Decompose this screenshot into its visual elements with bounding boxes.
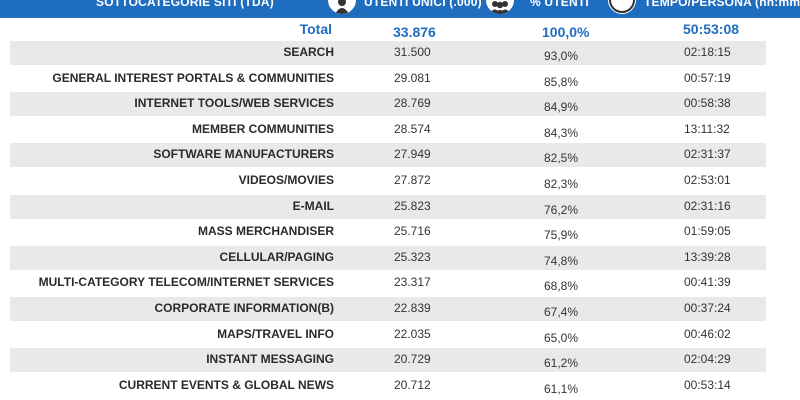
row-time: 02:31:16 xyxy=(684,198,731,213)
total-pct: 100,0% xyxy=(542,24,590,40)
row-time: 02:53:01 xyxy=(684,172,731,187)
row-category: E-MAIL xyxy=(292,198,334,213)
table-row: MAPS/TRAVEL INFO 22.035 65,0% 00:46:02 xyxy=(0,322,800,348)
total-row: Total 33.876 100,0% 50:53:08 xyxy=(0,20,800,42)
row-pct: 61,2% xyxy=(544,356,579,371)
table-row: VIDEOS/MOVIES 27.872 82,3% 02:53:01 xyxy=(0,168,800,194)
row-pct: 84,9% xyxy=(544,100,579,115)
row-time: 13:39:28 xyxy=(684,249,731,264)
table-row: CORPORATE INFORMATION(B) 22.839 67,4% 00:37… xyxy=(0,296,800,322)
table-header: SOTTOCATEGORIE SITI (TDA) UTENTI UNICI (… xyxy=(0,0,800,18)
row-time: 00:37:24 xyxy=(684,300,731,315)
row-category: SOFTWARE MANUFACTURERS xyxy=(153,147,334,162)
table-row: E-MAIL 25.823 76,2% 02:31:16 xyxy=(0,194,800,220)
total-time: 50:53:08 xyxy=(683,21,740,37)
row-pct: 74,8% xyxy=(544,253,579,268)
row-users: 25.323 xyxy=(394,249,431,264)
table-row: GENERAL INTEREST PORTALS & COMMUNITIES 29… xyxy=(0,66,800,92)
table-row: MULTI-CATEGORY TELECOM/INTERNET SERVICES… xyxy=(0,270,800,296)
row-time: 02:18:15 xyxy=(684,45,731,59)
row-users: 25.716 xyxy=(394,224,431,239)
header-users: UTENTI UNICI (.000) xyxy=(364,0,482,9)
row-category: MULTI-CATEGORY TELECOM/INTERNET SERVICES xyxy=(38,275,334,290)
row-category: VIDEOS/MOVIES xyxy=(238,172,334,187)
table-row: MEMBER COMMUNITIES 28.574 84,3% 13:11:32 xyxy=(0,117,800,143)
row-time: 02:04:29 xyxy=(684,352,731,367)
total-label: Total xyxy=(299,21,332,37)
row-time: 01:59:05 xyxy=(684,224,731,239)
header-category: SOTTOCATEGORIE SITI (TDA) xyxy=(96,0,274,9)
row-pct: 61,1% xyxy=(544,381,579,396)
row-users: 28.574 xyxy=(394,121,431,136)
table-body: SEARCH 31.500 93,0% 02:18:15 GENERAL INTERES… xyxy=(0,40,800,398)
row-category: MAPS/TRAVEL INFO xyxy=(217,326,334,341)
row-users: 27.949 xyxy=(394,147,431,162)
row-pct: 93,0% xyxy=(544,49,579,63)
row-users: 31.500 xyxy=(394,45,431,59)
table-row: MASS MERCHANDISER 25.716 75,9% 01:59:05 xyxy=(0,219,800,245)
row-time: 00:58:38 xyxy=(684,96,731,111)
row-category: MASS MERCHANDISER xyxy=(197,224,334,239)
table-row: CELLULAR/PAGING 25.323 74,8% 13:39:28 xyxy=(0,245,800,271)
row-category: CURRENT EVENTS & GLOBAL NEWS xyxy=(118,377,334,392)
row-users: 27.872 xyxy=(394,172,431,187)
row-users: 20.729 xyxy=(394,352,431,367)
row-category: CORPORATE INFORMATION(B) xyxy=(154,300,334,315)
row-users: 23.317 xyxy=(394,275,431,290)
table-row: CURRENT EVENTS & GLOBAL NEWS 20.712 61,1% 0… xyxy=(0,373,800,399)
row-time: 02:31:37 xyxy=(684,147,731,162)
row-pct: 82,5% xyxy=(544,151,579,166)
row-pct: 75,9% xyxy=(544,228,579,243)
row-pct: 85,8% xyxy=(544,74,579,89)
row-users: 29.081 xyxy=(394,70,431,85)
row-pct: 65,0% xyxy=(544,330,579,345)
row-pct: 67,4% xyxy=(544,304,579,319)
row-category: SEARCH xyxy=(283,45,334,59)
table-row: INSTANT MESSAGING 20.729 61,2% 02:04:29 xyxy=(0,347,800,373)
clock-icon xyxy=(606,0,638,16)
row-pct: 82,3% xyxy=(544,176,579,191)
people-group-icon xyxy=(484,0,516,16)
row-users: 22.035 xyxy=(394,326,431,341)
row-category: CELLULAR/PAGING xyxy=(219,249,334,264)
row-time: 00:53:14 xyxy=(684,377,731,392)
row-pct: 68,8% xyxy=(544,279,579,294)
row-category: INTERNET TOOLS/WEB SERVICES xyxy=(134,96,334,111)
row-category: INSTANT MESSAGING xyxy=(206,352,334,367)
row-category: MEMBER COMMUNITIES xyxy=(192,121,334,136)
table-row: SEARCH 31.500 93,0% 02:18:15 xyxy=(0,40,800,66)
header-time: TEMPO/PERSONA (hh:mm) xyxy=(644,0,800,9)
row-users: 25.823 xyxy=(394,198,431,213)
row-time: 00:46:02 xyxy=(684,326,731,341)
row-pct: 84,3% xyxy=(544,125,579,140)
row-category: GENERAL INTEREST PORTALS & COMMUNITIES xyxy=(52,70,334,85)
row-users: 22.839 xyxy=(394,300,431,315)
row-time: 13:11:32 xyxy=(684,121,730,136)
row-time: 00:41:39 xyxy=(684,275,731,290)
row-users: 20.712 xyxy=(394,377,431,392)
total-users: 33.876 xyxy=(393,24,436,40)
row-users: 28.769 xyxy=(394,96,431,111)
row-time: 00:57:19 xyxy=(684,70,731,85)
person-icon xyxy=(326,0,358,16)
header-pct: % UTENTI xyxy=(530,0,589,9)
table-row: INTERNET TOOLS/WEB SERVICES 28.769 84,9% 00… xyxy=(0,91,800,117)
row-pct: 76,2% xyxy=(544,202,579,217)
table-row: SOFTWARE MANUFACTURERS 27.949 82,5% 02:31:3… xyxy=(0,142,800,168)
